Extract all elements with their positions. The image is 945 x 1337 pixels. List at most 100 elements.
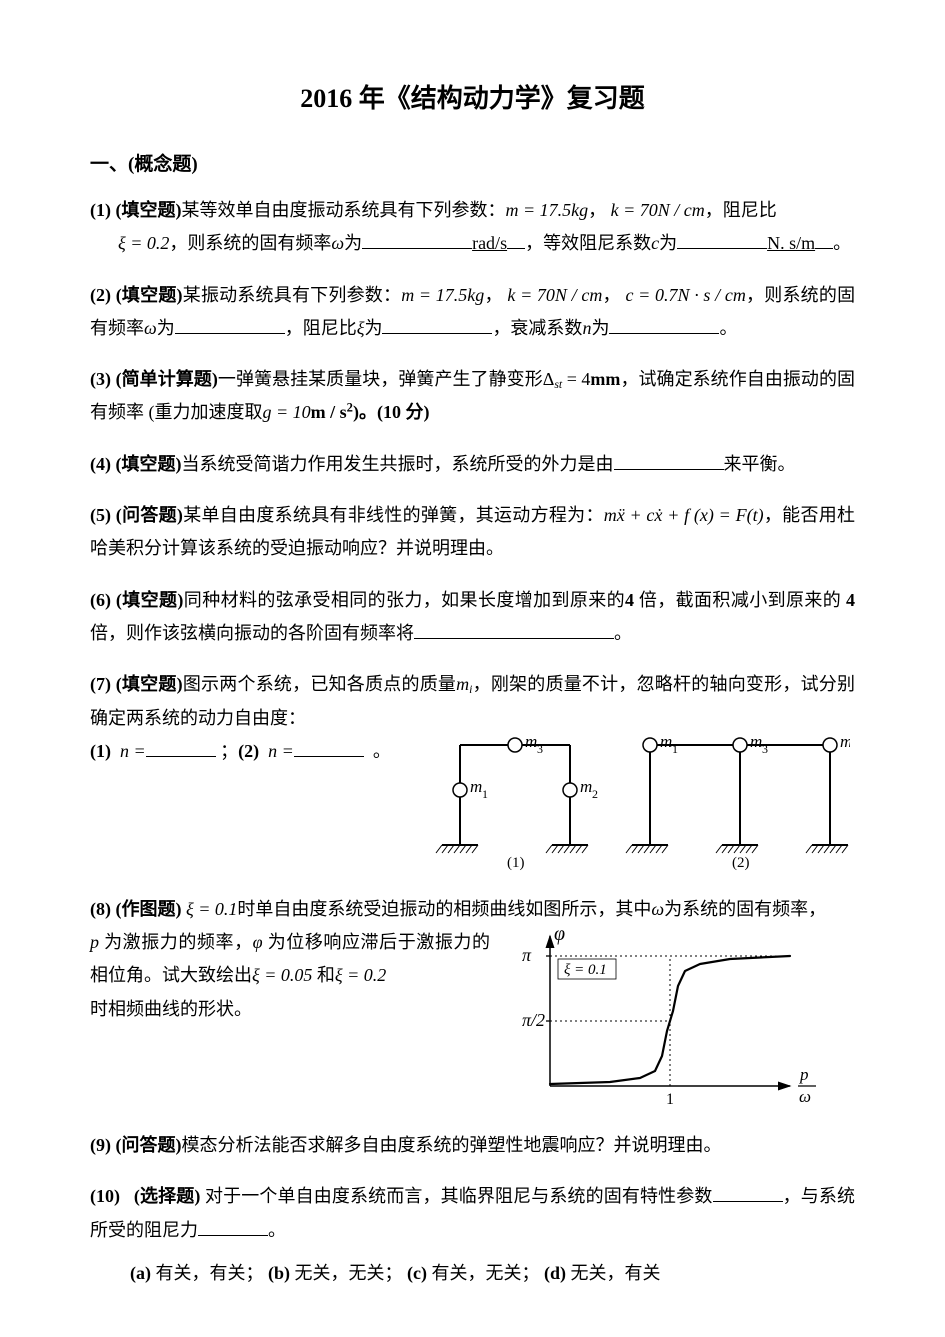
question-8: (8) (作图题) ξ = 0.1时单自由度系统受迫振动的相频曲线如图所示，其中… xyxy=(90,893,855,1111)
q4-t1: 当系统受简谐力作用发生共振时，系统所受的外力是由 xyxy=(182,454,614,474)
q2-sep2: ， xyxy=(602,285,620,305)
q5-type: (问答题) xyxy=(116,505,183,525)
q9-num: (9) xyxy=(90,1135,111,1155)
q1-blank2b xyxy=(815,230,833,249)
svg-text:ω: ω xyxy=(799,1087,811,1106)
q1-t5: ，等效阻尼系数 xyxy=(525,233,651,253)
q10-type: (选择题) xyxy=(134,1186,201,1206)
svg-text:p: p xyxy=(799,1065,809,1084)
q5-eq: mẍ + cẋ + f (x) = F(t) xyxy=(604,505,764,525)
q1-sep1: ， xyxy=(588,200,606,220)
q2-t7: 为 xyxy=(591,318,609,338)
q1-m: m = 17.5kg xyxy=(506,200,589,220)
q4-type: (填空题) xyxy=(116,454,182,474)
q10-d: 无关，有关 xyxy=(566,1263,661,1283)
q8-t2: 为系统的固有频率， xyxy=(664,899,826,919)
q7-n2: n = xyxy=(268,741,294,761)
q8-num: (8) xyxy=(90,899,111,919)
q1-omega: ω xyxy=(331,233,344,253)
svg-text:m: m xyxy=(840,735,850,751)
q1-k: k = 70N / cm xyxy=(611,200,705,220)
q10-num: (10) xyxy=(90,1186,120,1206)
q8-omega: ω xyxy=(651,899,664,919)
q8-xi: ξ = 0.1 xyxy=(186,899,237,919)
q2-num: (2) xyxy=(90,285,111,305)
q2-t6: ，衰减系数 xyxy=(492,318,582,338)
page: 2016 年《结构动力学》复习题 一、(概念题) (1) (填空题)某等效单自由… xyxy=(0,0,945,1337)
q2-k: k = 70N / cm xyxy=(507,285,602,305)
q8-xib: ξ = 0.2 xyxy=(335,965,386,985)
q2-blank3 xyxy=(609,315,719,334)
q7-type: (填空题) xyxy=(116,674,183,694)
question-10: (10) (选择题) 对于一个单自由度系统而言，其临界阻尼与系统的固有特性参数，… xyxy=(90,1180,855,1290)
q6-type: (填空题) xyxy=(116,590,184,610)
q2-type: (填空题) xyxy=(116,285,183,305)
q6-four2: 4 xyxy=(846,590,855,610)
q1-t4: 为 xyxy=(344,233,362,253)
q7-n1: n = xyxy=(120,741,146,761)
q8-type: (作图题) xyxy=(116,899,182,919)
q1-blank1b xyxy=(507,230,525,249)
q8-figure: π π/2 1 φ pω ξ = 0.1 xyxy=(490,926,855,1111)
q7-num: (7) xyxy=(90,674,111,694)
q8-t1: 时单自由度系统受迫振动的相频曲线如图所示，其中 xyxy=(237,899,651,919)
q1-c: c xyxy=(651,233,659,253)
q10-c-lbl: (c) xyxy=(407,1263,427,1283)
q6-blank xyxy=(414,620,614,639)
q6-t1b: 倍，截面积减小到原来的 xyxy=(634,590,846,610)
svg-text:φ: φ xyxy=(554,926,565,945)
q10-blank2 xyxy=(198,1217,268,1236)
q2-blank2 xyxy=(382,315,492,334)
q8-xia: ξ = 0.05 xyxy=(252,965,312,985)
svg-text:ξ = 0.1: ξ = 0.1 xyxy=(564,962,607,978)
q7-blank1 xyxy=(146,738,216,757)
q2-omega: ω xyxy=(144,318,157,338)
svg-text:3: 3 xyxy=(537,742,543,756)
q7-diagram: m1m2m3(1)m1m3m2(2) xyxy=(410,735,850,875)
q7-s1lbl: (1) xyxy=(90,741,111,761)
svg-text:π: π xyxy=(522,945,532,965)
q1-blank1 xyxy=(362,230,472,249)
q10-b-lbl: (b) xyxy=(268,1263,290,1283)
q8-p: p xyxy=(90,932,99,952)
q1-t6: 为 xyxy=(659,233,677,253)
question-2: (2) (填空题)某振动系统具有下列参数：m = 17.5kg ， k = 70N… xyxy=(90,279,855,346)
q7-sep: ； xyxy=(220,741,238,761)
q2-t1: 某振动系统具有下列参数： xyxy=(183,285,402,305)
q10-t1: 对于一个单自由度系统而言，其临界阻尼与系统的固有特性参数 xyxy=(200,1186,712,1206)
q1-t3: ，则系统的固有频率 xyxy=(169,233,331,253)
q7-mia: m xyxy=(456,674,469,694)
q1-t1: 某等效单自由度振动系统具有下列参数： xyxy=(182,200,506,220)
page-title: 2016 年《结构动力学》复习题 xyxy=(90,78,855,115)
q6-t1: 同种材料的弦承受相同的张力，如果长度增加到原来的 xyxy=(183,590,625,610)
svg-text:3: 3 xyxy=(762,742,768,756)
question-1: (1) (填空题)某等效单自由度振动系统具有下列参数：m = 17.5kg， k… xyxy=(90,194,855,261)
section-heading: 一、(概念题) xyxy=(90,149,855,176)
q2-blank1 xyxy=(175,315,285,334)
q5-num: (5) xyxy=(90,505,111,525)
q10-d-lbl: (d) xyxy=(544,1263,566,1283)
question-9: (9) (问答题)模态分析法能否求解多自由度系统的弹塑性地震响应？并说明理由。 xyxy=(90,1129,855,1162)
q10-b: 无关，无关； xyxy=(290,1263,403,1283)
question-7: (7) (填空题)图示两个系统，已知各质点的质量mi，刚架的质量不计，忽略杆的轴… xyxy=(90,668,855,875)
q7-figure: m1m2m3(1)m1m3m2(2) xyxy=(410,735,855,875)
q2-m: m = 17.5kg xyxy=(401,285,484,305)
q8-t5: 和 xyxy=(312,965,335,985)
q7-blank2 xyxy=(294,738,364,757)
svg-text:(2): (2) xyxy=(732,855,750,871)
q2-t5: 为 xyxy=(364,318,382,338)
q8-t6: 时相频曲线的形状。 xyxy=(90,999,252,1019)
q10-t3: 。 xyxy=(268,1220,286,1240)
q6-t3: 。 xyxy=(614,623,632,643)
svg-text:1: 1 xyxy=(666,1091,674,1108)
q2-t4: ，阻尼比 xyxy=(285,318,357,338)
q1-blank2 xyxy=(677,230,767,249)
question-5: (5) (问答题)某单自由度系统具有非线性的弹簧，其运动方程为：mẍ + cẋ … xyxy=(90,499,855,566)
q7-end: 。 xyxy=(373,741,391,761)
svg-text:π/2: π/2 xyxy=(522,1010,545,1030)
q1-u2: N. s/m xyxy=(767,233,815,253)
q3-type: (简单计算题) xyxy=(116,369,218,389)
q4-blank xyxy=(614,451,724,470)
q4-t2: 来平衡。 xyxy=(724,454,796,474)
q2-c: c = 0.7N · s / cm xyxy=(625,285,745,305)
